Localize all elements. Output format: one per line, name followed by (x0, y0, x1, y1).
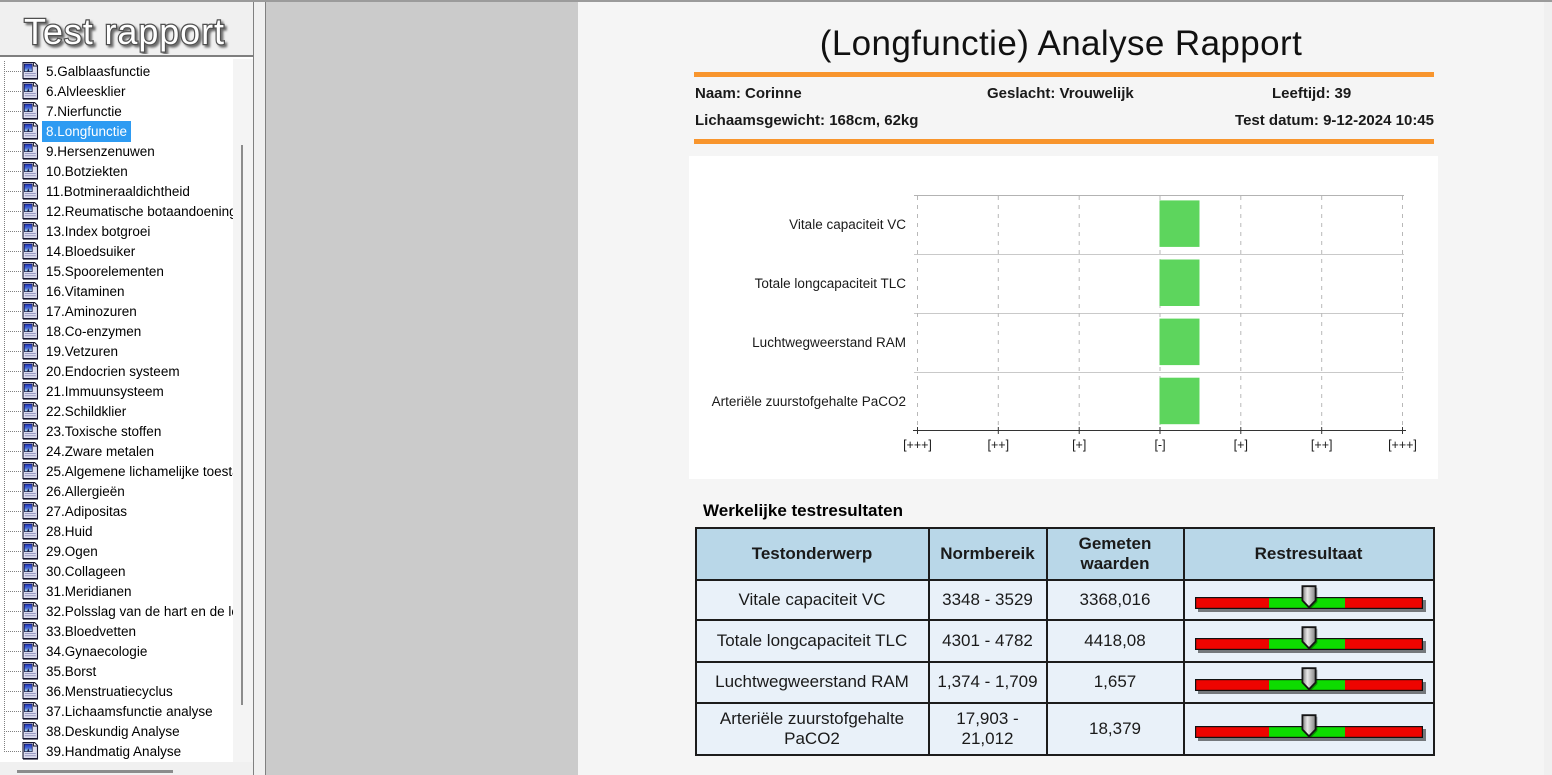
svg-text:Vitale capaciteit VC: Vitale capaciteit VC (789, 217, 906, 232)
svg-text:Luchtwegweerstand RAM: Luchtwegweerstand RAM (752, 335, 906, 350)
svg-text:[++]: [++] (988, 438, 1010, 452)
svg-text:Totale longcapaciteit TLC: Totale longcapaciteit TLC (755, 276, 907, 291)
svg-text:[+++]: [+++] (903, 438, 932, 452)
svg-text:[-]: [-] (1154, 438, 1165, 452)
svg-text:Arteriële zuurstofgehalte PaCO: Arteriële zuurstofgehalte PaCO2 (712, 394, 906, 409)
svg-text:[+]: [+] (1072, 438, 1086, 452)
svg-text:[++]: [++] (1311, 438, 1333, 452)
svg-text:[+++]: [+++] (1388, 438, 1417, 452)
svg-text:[+]: [+] (1234, 438, 1248, 452)
svg-text:Test rapport: Test rapport (24, 11, 224, 52)
